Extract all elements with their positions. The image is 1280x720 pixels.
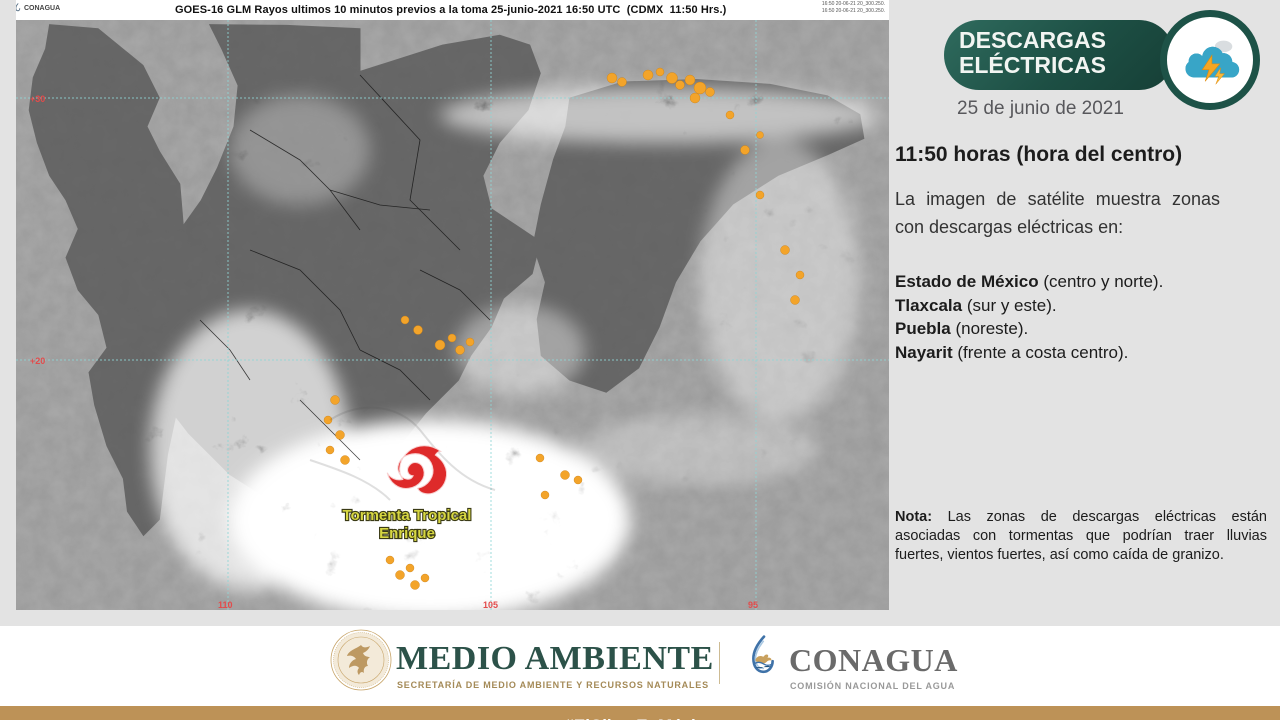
svg-text:95: 95 [748,600,758,610]
svg-text:+30: +30 [30,94,45,104]
svg-text:110: 110 [218,600,233,610]
svg-text:Enrique: Enrique [379,525,435,542]
svg-text:Tormenta Tropical: Tormenta Tropical [343,507,472,524]
svg-text:+20: +20 [30,356,45,366]
svg-text:105: 105 [483,600,498,610]
